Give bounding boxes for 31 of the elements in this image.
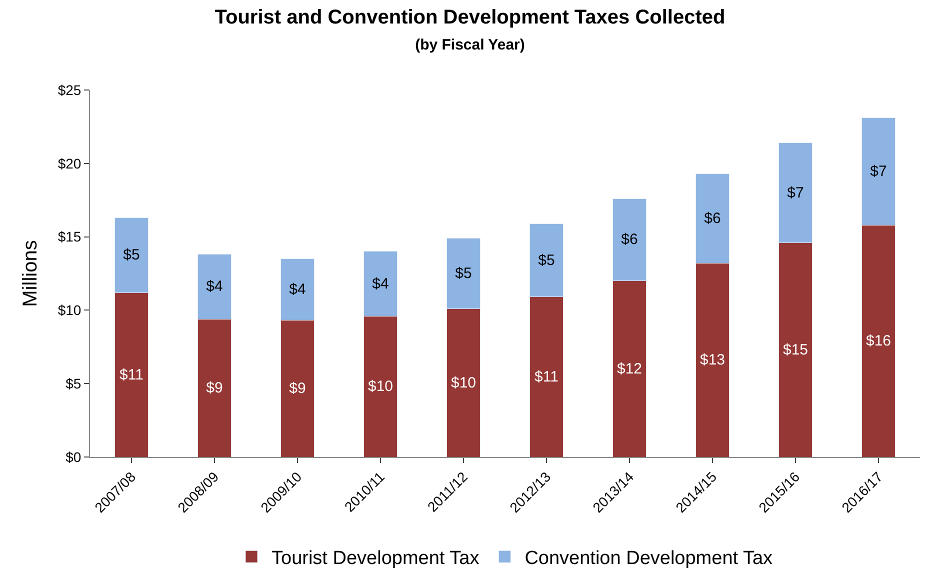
data-label: $6 (621, 231, 638, 248)
data-label: $5 (455, 265, 472, 282)
data-label: $7 (787, 184, 804, 202)
y-tick-label: $5 (66, 376, 82, 392)
data-label: $10 (368, 378, 394, 396)
data-label: $6 (704, 210, 721, 227)
data-label: $4 (289, 281, 306, 298)
legend-label: Convention Development Tax (524, 548, 774, 569)
data-label: $9 (206, 380, 223, 397)
chart-title: Tourist and Convention Development Taxes Collected (214, 6, 726, 29)
data-label: $13 (700, 352, 726, 369)
y-tick-label: $15 (58, 228, 82, 245)
data-label: $10 (450, 374, 476, 392)
chart-subtitle: (by Fiscal Year) (415, 36, 525, 54)
data-label: $9 (289, 380, 306, 398)
y-tick-label: $10 (58, 302, 82, 318)
y-tick-label: $0 (66, 448, 82, 465)
data-label: $16 (866, 332, 892, 350)
data-label: $5 (538, 252, 555, 269)
y-axis-title: Millions (19, 240, 42, 307)
data-label: $4 (372, 275, 389, 292)
y-tick-label: $20 (58, 155, 82, 172)
data-label: $15 (782, 341, 808, 358)
data-label: $5 (123, 246, 140, 264)
data-label: $4 (206, 278, 223, 296)
y-tick-label: $25 (58, 82, 82, 98)
legend-label: Tourist Development Tax (272, 548, 480, 569)
data-label: $11 (120, 366, 144, 384)
data-label: $11 (534, 368, 558, 386)
data-label: $7 (870, 162, 887, 180)
data-label: $12 (616, 360, 642, 378)
